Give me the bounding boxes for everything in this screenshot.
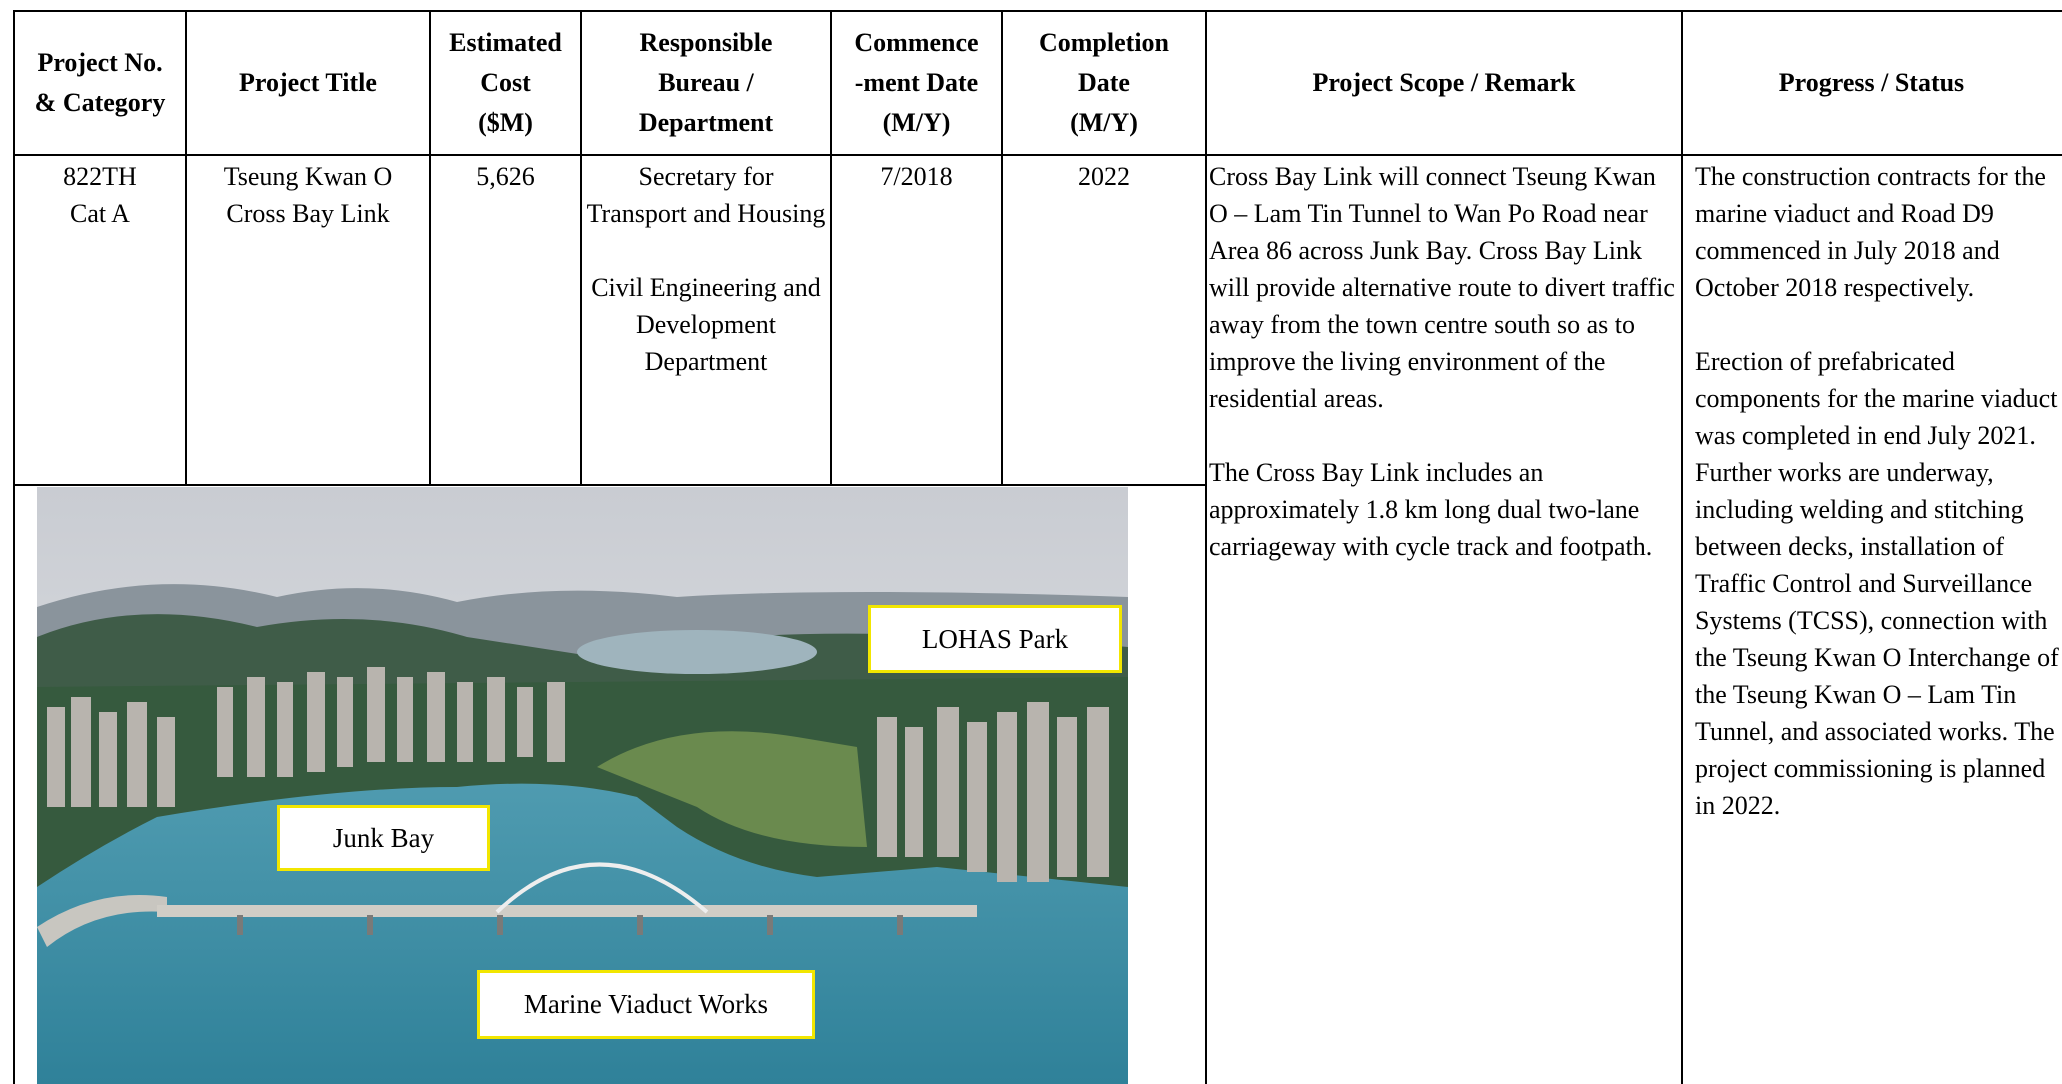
photo-label: Junk Bay [277,805,490,871]
text: Civil Engineering and Development Depart… [586,269,826,380]
header-text: (M/Y) [1007,103,1201,143]
header-text: Department [586,103,826,143]
header-text: Completion [1007,23,1201,63]
header-text: ($M) [435,103,576,143]
cell: The construction contracts for the marin… [1683,158,2062,861]
header-text: Bureau / [586,63,826,103]
text: The Cross Bay Link includes an approxima… [1209,454,1679,565]
text: The construction contracts for the marin… [1695,158,2061,306]
header-text: -ment Date [836,63,997,103]
cell: 822TH Cat A [15,158,185,232]
cell: 2022 [1003,158,1205,195]
cell: Cross Bay Link will connect Tseung Kwan … [1207,158,1681,602]
photo-label: Marine Viaduct Works [477,970,815,1039]
header-text: Date [1007,63,1201,103]
cell: Secretary for Transport and Housing Civi… [582,158,830,417]
header-text: Project No. [19,43,181,83]
header-text: & Category [19,83,181,123]
header-text: Cost [435,63,576,103]
header-text: Progress / Status [1687,63,2056,103]
cell: 7/2018 [832,158,1001,195]
page: Project No.& CategoryProject TitleEstima… [0,0,2062,1084]
header-text: Project Title [191,63,425,103]
header-text: Estimated [435,23,576,63]
text: 822TH [19,158,181,195]
header-text: Project Scope / Remark [1211,63,1677,103]
rule [13,484,1206,486]
photo-label: LOHAS Park [868,605,1122,673]
header-cell: Project Title [187,12,429,154]
header-cell: Commence-ment Date(M/Y) [832,12,1001,154]
header-cell: Project No.& Category [15,12,185,154]
header-text: Commence [836,23,997,63]
text: Secretary for Transport and Housing [586,158,826,232]
header-cell: Project Scope / Remark [1207,12,1681,154]
header-text: (M/Y) [836,103,997,143]
rule [13,154,2062,156]
cell: Tseung Kwan O Cross Bay Link [187,158,429,232]
header-cell: Progress / Status [1683,12,2060,154]
header-text: Responsible [586,23,826,63]
text: Cat A [19,195,181,232]
text: Erection of prefabricated components for… [1695,343,2061,824]
cell: 5,626 [431,158,580,195]
text: Cross Bay Link will connect Tseung Kwan … [1209,158,1679,417]
